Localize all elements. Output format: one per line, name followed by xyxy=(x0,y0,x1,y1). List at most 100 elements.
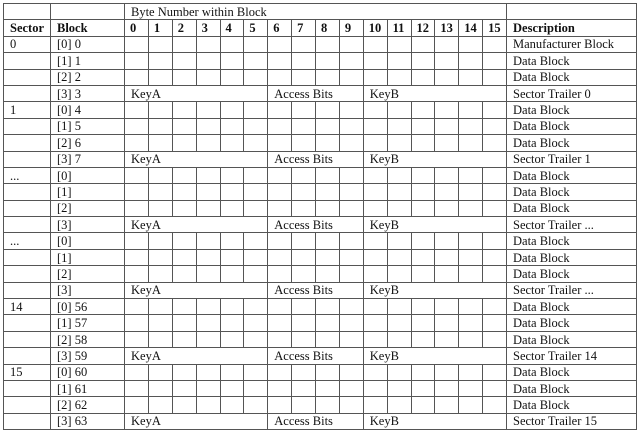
table-row: 14 [0] 56 Data Block xyxy=(3,298,637,316)
byte-cell xyxy=(195,134,221,152)
byte-cell xyxy=(410,52,436,70)
byte-cell xyxy=(147,52,173,70)
byte-cell xyxy=(147,298,173,316)
byte-cell xyxy=(219,183,245,201)
sector-cell xyxy=(3,314,51,332)
byte-cell xyxy=(195,298,221,316)
block-cell: [3] xyxy=(50,216,125,234)
byte-cell xyxy=(482,379,507,398)
byte-cell xyxy=(482,166,507,185)
byte-cell xyxy=(362,265,388,283)
byte-cell xyxy=(171,330,197,349)
byte-cell xyxy=(458,314,484,332)
byte-cell xyxy=(410,330,436,349)
byte-cell xyxy=(482,248,507,267)
byte-cell xyxy=(434,265,460,283)
byte-cell xyxy=(482,396,507,414)
byte-cell xyxy=(291,396,316,414)
sector-trailer-row: [3] KeyA Access Bits KeyB Sector Trailer ... xyxy=(3,281,637,300)
byte-cell xyxy=(410,232,436,250)
byte-cell xyxy=(338,396,364,414)
byte-header-11: 11 xyxy=(386,19,412,37)
sector-cell xyxy=(3,281,51,300)
byte-cell xyxy=(147,183,173,201)
byte-cell xyxy=(362,183,388,201)
byte-cell xyxy=(243,248,269,267)
description-cell: Sector Trailer 14 xyxy=(506,347,637,365)
byte-cell xyxy=(124,314,149,332)
byte-cell xyxy=(147,330,173,349)
byte-cell xyxy=(291,363,316,381)
sector-cell xyxy=(3,216,51,234)
sector-cell xyxy=(3,183,51,201)
table-row: [2] 6 Data Block xyxy=(3,134,637,152)
table-row: [2] 2 Data Block xyxy=(3,68,637,86)
byte-cell xyxy=(458,248,484,267)
byte-cell xyxy=(124,68,149,86)
byte-cell xyxy=(195,330,221,349)
sector-cell xyxy=(3,52,51,70)
description-cell: Data Block xyxy=(506,232,637,250)
access-bits-cell: Access Bits xyxy=(267,281,364,300)
byte-cell xyxy=(219,232,245,250)
byte-cell xyxy=(124,199,149,218)
sector-trailer-row: [3] 3 KeyA Access Bits KeyB Sector Trailer 0 xyxy=(3,84,637,103)
byte-cell xyxy=(410,101,436,119)
description-cell: Data Block xyxy=(506,68,637,86)
byte-cell xyxy=(124,166,149,185)
sector-cell: 1 xyxy=(3,101,51,119)
description-cell: Data Block xyxy=(506,166,637,185)
byte-cell xyxy=(362,68,388,86)
block-cell: [2] 58 xyxy=(50,330,125,349)
byte-cell xyxy=(243,166,269,185)
block-cell: [3] 63 xyxy=(50,412,125,431)
byte-cell xyxy=(315,35,340,54)
byte-cell xyxy=(147,35,173,54)
byte-cell xyxy=(267,265,293,283)
sector-cell xyxy=(3,265,51,283)
header-row: Sector Block 0 1 2 3 4 5 6 7 8 9 10 11 12 13 14 15 Descr… xyxy=(3,19,637,37)
byte-cell xyxy=(291,35,316,54)
byte-cell xyxy=(171,396,197,414)
byte-cell xyxy=(338,52,364,70)
byte-cell xyxy=(386,248,412,267)
byte-cell xyxy=(315,314,340,332)
byte-cell xyxy=(386,314,412,332)
byte-cell xyxy=(315,183,340,201)
byte-cell xyxy=(362,232,388,250)
byte-cell xyxy=(362,52,388,70)
byte-cell xyxy=(171,183,197,201)
sector-cell xyxy=(3,199,51,218)
byte-cell xyxy=(458,52,484,70)
byte-cell xyxy=(410,183,436,201)
byte-cell xyxy=(243,117,269,136)
byte-cell xyxy=(386,35,412,54)
key-a-cell: KeyA xyxy=(123,150,269,168)
description-cell: Data Block xyxy=(506,363,637,381)
byte-cell xyxy=(195,265,221,283)
byte-cell xyxy=(124,265,149,283)
byte-cell xyxy=(243,396,269,414)
byte-cell xyxy=(219,35,245,54)
table-row: [1] Data Block xyxy=(3,248,637,267)
key-a-cell: KeyA xyxy=(123,281,269,300)
byte-cell xyxy=(434,248,460,267)
byte-cell xyxy=(482,232,507,250)
byte-cell xyxy=(362,396,388,414)
byte-cell xyxy=(219,117,245,136)
table-row: [2] 58 Data Block xyxy=(3,330,637,349)
byte-cell xyxy=(338,68,364,86)
byte-cell xyxy=(291,117,316,136)
byte-cell xyxy=(362,166,388,185)
byte-cell xyxy=(243,183,269,201)
byte-cell xyxy=(338,330,364,349)
byte-cell xyxy=(482,35,507,54)
byte-cell xyxy=(458,330,484,349)
byte-cell xyxy=(338,134,364,152)
byte-cell xyxy=(338,363,364,381)
table-row: [1] 5 Data Block xyxy=(3,117,637,136)
byte-cell xyxy=(243,35,269,54)
access-bits-cell: Access Bits xyxy=(267,150,364,168)
byte-cell xyxy=(219,298,245,316)
sector-cell xyxy=(3,84,51,103)
